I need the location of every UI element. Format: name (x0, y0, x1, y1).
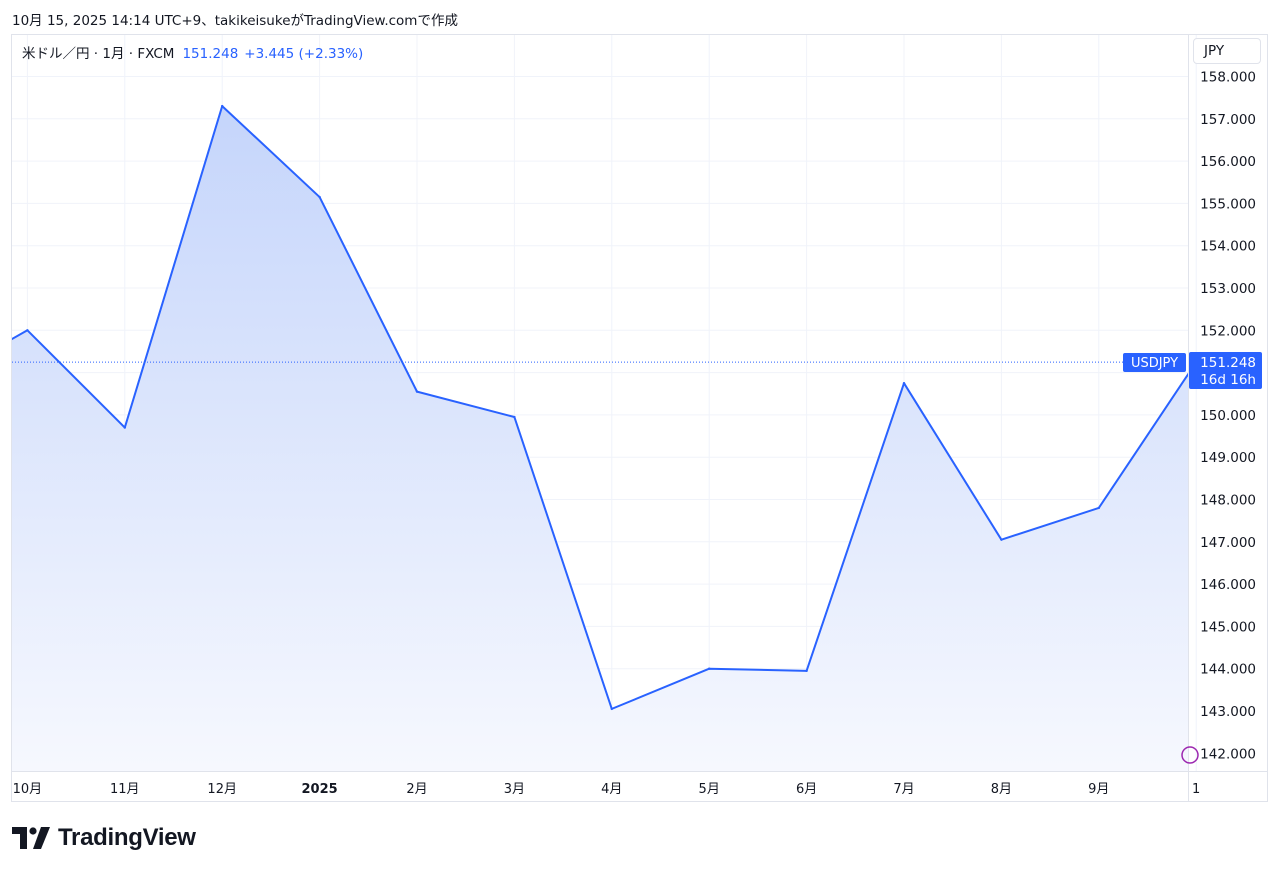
symbol-legend: 米ドル／円 · 1月 · FXCM 151.248 +3.445 (+2.33%) (22, 42, 363, 62)
y-tick-label: 156.000 (1200, 154, 1256, 170)
data-point (610, 707, 613, 711)
data-point (1097, 506, 1101, 510)
x-tick-label: 3月 (504, 782, 525, 797)
x-tick-label: 8月 (991, 782, 1012, 797)
indicator-dot[interactable] (1181, 746, 1199, 764)
data-point (1000, 538, 1003, 541)
x-tick-label: 5月 (699, 782, 720, 797)
symbol-name-tag (1123, 353, 1186, 372)
series-line (12, 105, 1188, 710)
y-tick-label: 152.000 (1200, 323, 1256, 339)
data-point (123, 426, 127, 429)
legend-change: +3.445 (+2.33%) (244, 46, 364, 62)
y-tick-label: 143.000 (1200, 704, 1256, 720)
y-tick-label: 157.000 (1200, 112, 1256, 128)
data-point (805, 669, 808, 673)
y-tick-label: 142.000 (1200, 746, 1256, 762)
y-tick-label: 148.000 (1200, 493, 1256, 509)
y-tick-label: 153.000 (1200, 281, 1256, 297)
last-price-marker: USDJPY 151.248 16d 16h (1123, 352, 1262, 389)
data-point (708, 667, 711, 670)
last-price-text: 151.248 (1200, 355, 1256, 371)
tradingview-logo-icon (12, 827, 50, 849)
x-tick-label: 9月 (1088, 782, 1109, 797)
series-area-fill (12, 106, 1188, 771)
y-tick-label: 146.000 (1200, 577, 1256, 593)
legend-symbol[interactable]: 米ドル／円 · 1月 · FXCM (22, 46, 175, 62)
data-point (26, 329, 29, 332)
x-tick-label: 2025 (302, 782, 338, 797)
bar-countdown-text: 16d 16h (1200, 372, 1256, 388)
y-tick-label: 154.000 (1200, 239, 1256, 255)
data-point (415, 390, 419, 393)
x-tick-label: 12月 (207, 782, 237, 797)
last-price-tag (1189, 352, 1262, 389)
symbol-name-tag-text: USDJPY (1131, 356, 1178, 371)
data-point (513, 415, 516, 419)
x-tick-label: 6月 (796, 782, 817, 797)
y-tick-label: 144.000 (1200, 662, 1256, 678)
data-point (902, 381, 906, 385)
time-axis[interactable]: 10月 11月 12月 2025 2月 3月 4月 5月 6月 7月 8月 9月 1 (13, 782, 1201, 797)
plot-area (12, 104, 1188, 771)
data-point (318, 195, 321, 199)
data-point (221, 104, 224, 108)
x-tick-label: 2月 (406, 782, 427, 797)
y-tick-label: 158.000 (1200, 70, 1256, 86)
chart-caption: 10月 15, 2025 14:14 UTC+9、takikeisukeがTra… (12, 13, 458, 29)
tradingview-logo[interactable]: TradingView (12, 824, 196, 852)
x-tick-label: 4月 (601, 782, 622, 797)
currency-button[interactable]: JPY (1193, 38, 1261, 64)
y-tick-label: 145.000 (1200, 619, 1256, 635)
y-tick-label: 149.000 (1200, 450, 1256, 466)
legend-value: 151.248 (182, 46, 239, 62)
x-tick-label: 11月 (110, 782, 140, 797)
tradingview-logo-text: TradingView (58, 824, 196, 851)
y-tick-label: 147.000 (1200, 535, 1256, 551)
x-tick-label: 10月 (13, 782, 43, 797)
x-tick-label: 7月 (893, 782, 914, 797)
y-tick-label: 155.000 (1200, 196, 1256, 212)
x-tick-label: 1 (1192, 782, 1200, 797)
price-axis[interactable]: 158.000 157.000 156.000 155.000 154.000 153.0… (1200, 70, 1256, 763)
y-tick-label: 150.000 (1200, 408, 1256, 424)
